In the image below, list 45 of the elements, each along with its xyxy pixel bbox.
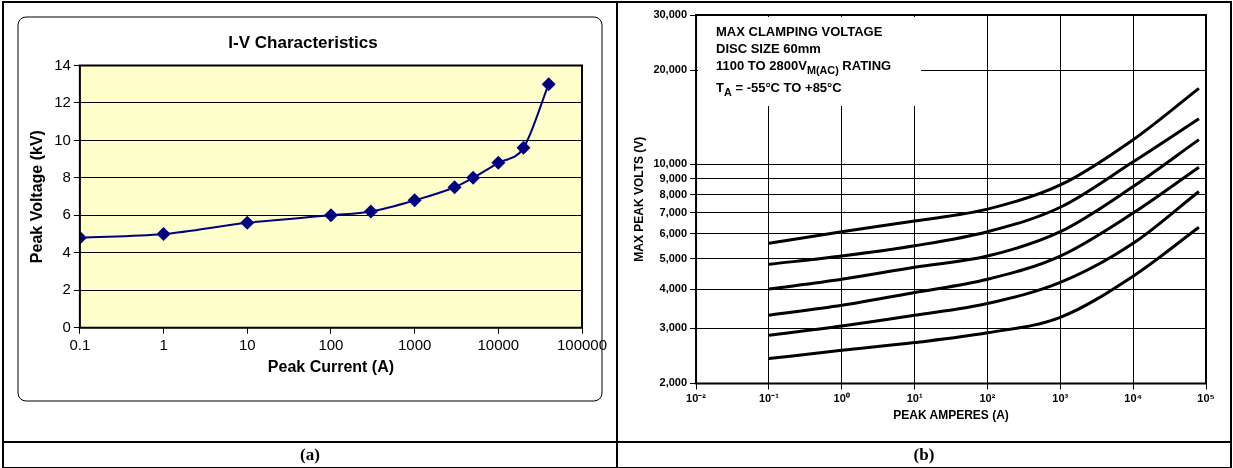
chart-title: I-V Characteristics [228,32,378,52]
x-tick-label: 10³ [1052,392,1069,405]
y-tick-label: 6 [62,205,71,223]
y-tick-label: 8,000 [659,187,688,200]
y-tick-label: 3,000 [659,321,688,334]
x-tick-label: 10⁻¹ [758,392,780,405]
annotation: MAX CLAMPING VOLTAGE [716,23,884,40]
x-tick-label: 10⁵ [1197,392,1215,405]
y-tick-label: 10 [54,130,71,148]
x-tick-label: 10000 [477,335,520,353]
x-tick-label: 10¹ [906,392,923,405]
x-tick-label: 1000 [397,335,432,353]
x-tick-label: 10⁻² [686,392,707,405]
x-tick-label: 100 [318,335,344,353]
annotation: T$_{A}$ = -55°C TO +85°C [716,78,843,100]
y-tick-label: 4 [62,242,71,260]
y-tick-label: 14 [54,55,71,73]
x-tick-label: 1 [159,335,168,353]
annotation: 1100 TO 2800V$_{M(AC)}$ RATING [716,57,892,78]
y-tick-label: 2 [62,280,71,298]
y-tick-label: 5,000 [659,251,688,264]
x-tick-label: 10 [238,335,256,353]
text: (a) [3,442,617,468]
y-tick-label: 2,000 [659,376,688,389]
y-tick-label: 12 [54,93,71,111]
y-tick-label: 0 [62,317,71,335]
x-tick-label: 10⁴ [1124,392,1142,405]
x-tick-label: 10⁰ [833,392,850,405]
x-tick-label: 0.1 [69,335,91,353]
y-tick-label: 7,000 [659,206,688,219]
y-axis-title: MAX PEAK VOLTS (V) [631,136,646,262]
y-tick-label: 8 [62,168,71,185]
y-tick-label: 10,000 [653,157,688,170]
y-axis-title: Peak Voltage (kV) [28,130,46,264]
annotation: DISC SIZE 60mm [716,40,822,57]
y-tick-label: 9,000 [659,171,688,184]
y-tick-label: 30,000 [653,8,688,21]
text: (b) [617,442,1231,468]
y-tick-label: 20,000 [653,63,688,76]
y-tick-label: 6,000 [659,226,688,239]
x-axis-title: PEAK AMPERES (A) [893,408,1009,423]
x-tick-label: 100000 [556,335,608,353]
y-tick-label: 4,000 [659,282,688,295]
x-tick-label: 10² [979,392,996,405]
x-axis-title: Peak Current (A) [267,357,395,375]
